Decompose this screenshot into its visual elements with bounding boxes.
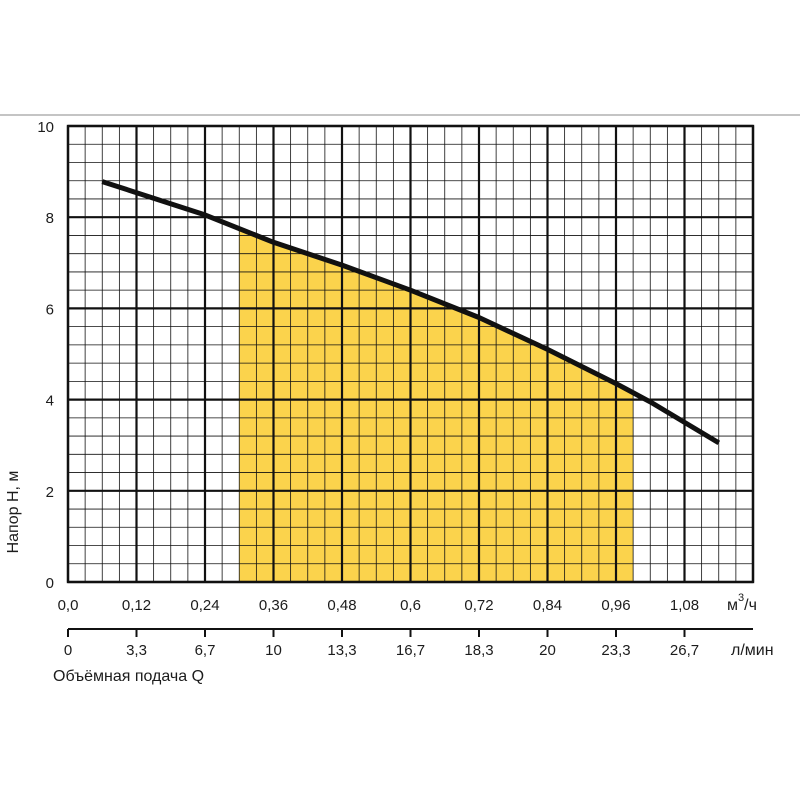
x-tick-label-lmin: 16,7 [396, 642, 425, 659]
x-tick-label-lmin: 13,3 [327, 642, 356, 659]
curves [101, 179, 721, 446]
x-tick-labels-lmin: 0 3,3 6,7 10 13,3 16,7 18,3 20 23,3 26,7 [64, 628, 753, 659]
x-unit-m3h-sup: 3 [738, 592, 744, 604]
y-tick-labels: 0 2 4 6 8 10 [37, 119, 54, 592]
y-tick-label: 4 [46, 393, 54, 410]
x-tick-label-m3h: 0,96 [601, 597, 630, 614]
recommended-range-area [239, 228, 634, 582]
x-tick-label-lmin: 6,7 [195, 642, 216, 659]
x-axis-label: Объёмная подача Q [53, 668, 204, 685]
x-tick-labels-m3h: 0,0 0,12 0,24 0,36 0,48 0,6 0,72 0,84 0,96 1,08 [58, 597, 700, 614]
x-unit-m3h-prefix: м [727, 597, 738, 614]
y-tick-label: 2 [46, 484, 54, 501]
x-tick-label-m3h: 0,72 [464, 597, 493, 614]
y-tick-label: 10 [37, 119, 54, 136]
y-axis-label: Напор H, м [5, 471, 22, 554]
x-tick-label-m3h: 0,48 [327, 597, 356, 614]
x-tick-label-lmin: 18,3 [464, 642, 493, 659]
x-tick-label-m3h: 0,84 [533, 597, 562, 614]
x-tick-label-m3h: 0,36 [259, 597, 288, 614]
x-unit-lmin: л/мин [731, 642, 774, 659]
x-unit-m3h-suffix: /ч [744, 597, 757, 614]
grid [66, 124, 755, 584]
x-unit-m3h: м3/ч [727, 592, 757, 614]
recommended-range-fill [239, 228, 634, 582]
pump-curve [101, 179, 721, 446]
y-tick-label: 0 [46, 575, 54, 592]
x-tick-label-lmin: 10 [265, 642, 282, 659]
x-tick-label-lmin: 3,3 [126, 642, 147, 659]
y-tick-label: 6 [46, 301, 54, 318]
x-tick-label-lmin: 0 [64, 642, 72, 659]
x-tick-label-m3h: 0,6 [400, 597, 421, 614]
y-tick-label: 8 [46, 210, 54, 227]
x-tick-label-m3h: 0,12 [122, 597, 151, 614]
x-tick-label-m3h: 0,24 [190, 597, 219, 614]
x-tick-label-lmin: 26,7 [670, 642, 699, 659]
plot-frame [66, 124, 755, 584]
x-tick-label-m3h: 1,08 [670, 597, 699, 614]
x-tick-label-lmin: 20 [539, 642, 556, 659]
x-tick-label-m3h: 0,0 [58, 597, 79, 614]
x-tick-label-lmin: 23,3 [601, 642, 630, 659]
